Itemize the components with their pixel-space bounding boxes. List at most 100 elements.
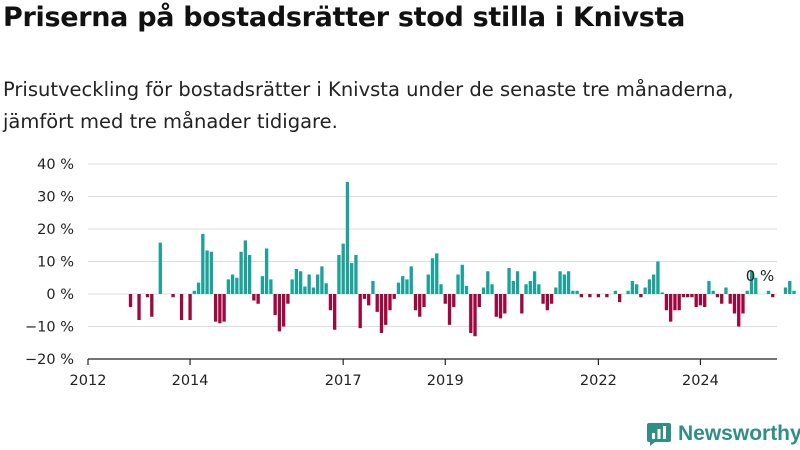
- y-tick-label: 20 %: [37, 222, 74, 238]
- bar: [473, 294, 477, 337]
- bar: [401, 276, 405, 295]
- bar: [256, 294, 260, 304]
- bar: [396, 282, 401, 295]
- bar: [605, 294, 609, 298]
- bar: [439, 284, 443, 294]
- bar: [269, 279, 273, 295]
- x-axis: [87, 358, 777, 365]
- bar: [150, 294, 154, 317]
- bar: [316, 274, 320, 294]
- x-tick-label: 2012: [70, 373, 107, 389]
- bar: [711, 290, 715, 294]
- bar: [209, 251, 213, 294]
- bar: [724, 287, 728, 294]
- bar: [179, 294, 184, 320]
- bar: [694, 294, 698, 307]
- bar: [375, 294, 379, 312]
- bar: [737, 294, 741, 327]
- bar: [201, 233, 205, 295]
- bar: [771, 294, 775, 298]
- bar: [158, 242, 162, 294]
- bar: [554, 287, 558, 294]
- bar: [273, 294, 277, 316]
- bar: [320, 266, 324, 295]
- bar: [571, 290, 575, 294]
- bar: [703, 294, 707, 307]
- bar: [333, 294, 337, 330]
- tick-labels: 40 % 30 % 20 % 10 % 0 % −10 % −20 % 2012 2014 201…: [25, 157, 774, 389]
- bar: [388, 294, 392, 311]
- bar: [243, 240, 248, 295]
- x-tick-label: 2014: [172, 373, 209, 389]
- x-tick-label: 2017: [325, 373, 362, 389]
- bar: [456, 274, 460, 294]
- x-tick-label: 2019: [427, 373, 464, 389]
- bar: [732, 294, 737, 314]
- bar: [230, 274, 235, 294]
- bar: [354, 255, 358, 294]
- bar: [205, 250, 209, 294]
- bar: [617, 294, 622, 303]
- bar: [520, 294, 524, 314]
- bar: [698, 294, 703, 306]
- bar: [715, 294, 720, 298]
- bar: [443, 294, 447, 304]
- bar: [524, 284, 528, 294]
- newsworthy-logo[interactable]: Newsworthy: [646, 419, 800, 449]
- bar: [507, 268, 511, 294]
- chart-title: Priserna på bostadsrätter stod stilla i …: [3, 2, 686, 33]
- bar: [494, 294, 498, 317]
- bar: [477, 294, 481, 307]
- bar: [286, 294, 290, 304]
- bar: [341, 243, 345, 295]
- bar: [490, 284, 494, 294]
- bar: [626, 290, 630, 294]
- bar: [745, 290, 749, 294]
- bar: [188, 294, 192, 320]
- bar: [562, 274, 567, 294]
- bar: [307, 274, 311, 294]
- chart-subtitle: Prisutveckling för bostadsrätter i Knivs…: [3, 78, 734, 133]
- bar: [260, 276, 265, 295]
- bar: [299, 271, 303, 294]
- bar: [362, 294, 367, 299]
- bar: [503, 294, 507, 314]
- bar: [196, 282, 201, 295]
- bar: [652, 274, 656, 294]
- bar: [435, 253, 439, 295]
- bar: [673, 294, 677, 311]
- bar: [669, 294, 673, 322]
- bar: [545, 294, 549, 311]
- bar: [647, 279, 652, 295]
- y-tick-label: 0 %: [46, 287, 74, 303]
- bar: [290, 279, 294, 295]
- bar: [350, 263, 354, 295]
- bar: [392, 294, 396, 299]
- bar: [137, 294, 141, 320]
- bar: [660, 292, 664, 295]
- bar: [532, 271, 537, 294]
- bar: [783, 287, 788, 294]
- bar: [281, 294, 286, 327]
- bar: [575, 290, 579, 294]
- bar: [413, 294, 418, 311]
- bar: [218, 294, 222, 324]
- bar: [686, 294, 690, 298]
- bar: [409, 266, 413, 295]
- bar: [749, 271, 754, 294]
- bar: [792, 290, 796, 294]
- y-tick-label: 40 %: [37, 157, 74, 173]
- y-tick-label: −20 %: [25, 352, 74, 368]
- bar: [239, 251, 243, 294]
- bar: [337, 255, 341, 294]
- y-tick-label: 10 %: [37, 255, 74, 271]
- x-tick-label: 2022: [580, 373, 617, 389]
- bar: [588, 294, 592, 298]
- latest-value-label: 0 %: [746, 267, 775, 285]
- bar: [311, 287, 316, 294]
- bar: [707, 281, 711, 294]
- bar: [481, 287, 486, 294]
- bar: [452, 294, 456, 307]
- bar: [464, 285, 469, 295]
- bar: [639, 294, 643, 298]
